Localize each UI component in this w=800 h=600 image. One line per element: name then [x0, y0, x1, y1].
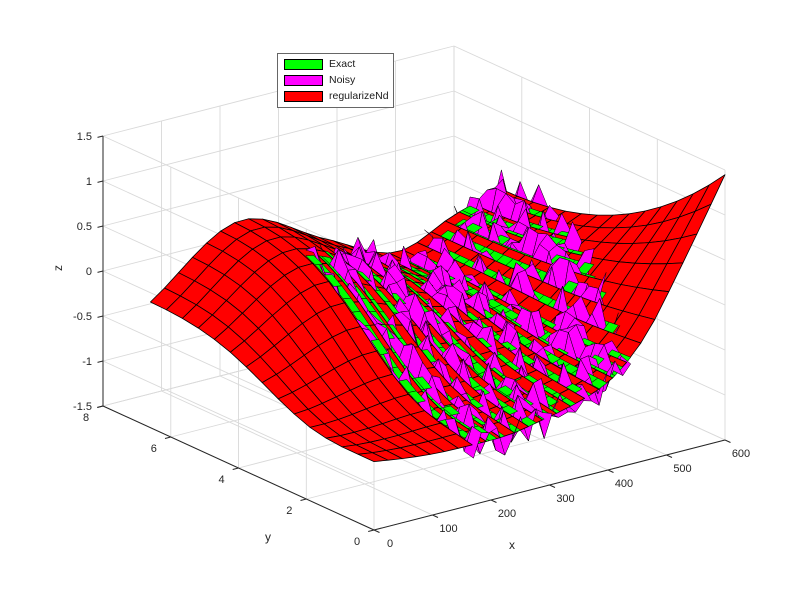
y-tick-label: 8	[83, 412, 89, 424]
y-tick-label: 0	[354, 536, 360, 548]
surface-meshes	[149, 169, 726, 463]
axis-name-labels: x y z	[51, 265, 515, 552]
x-tick-label: 600	[732, 448, 750, 460]
z-axis-label: z	[51, 265, 65, 271]
z-tick-label: 0	[86, 266, 92, 278]
y-tick-label: 2	[286, 505, 292, 517]
legend-label-regularizend: regularizeNd	[329, 89, 389, 102]
x-tick-label: 100	[439, 523, 457, 535]
legend-label-exact: Exact	[329, 58, 356, 71]
x-tick-label: 500	[673, 463, 691, 475]
x-axis-label: x	[509, 538, 515, 552]
z-tick-label: 1.5	[77, 131, 92, 143]
legend-label-noisy: Noisy	[329, 73, 356, 86]
z-tick-label: 1	[86, 176, 92, 188]
legend-item-noisy: Noisy	[284, 73, 387, 88]
legend-swatch-regularizend	[284, 90, 323, 102]
x-tick-label: 0	[387, 538, 393, 550]
x-tick-label: 400	[615, 478, 633, 490]
legend-swatch-noisy	[284, 74, 323, 86]
x-tick-label: 200	[498, 508, 516, 520]
tick-labels: 0 100 200 300 400 500 600 0 2 4 6 8-1.5 -1 -0.5 0 0.5 1 1…	[73, 131, 750, 550]
axis-lines-and-ticks	[97, 135, 731, 533]
z-tick-label: -1	[82, 356, 92, 368]
legend-item-regularizend: regularizeNd	[284, 89, 389, 104]
z-tick-label: -1.5	[73, 401, 92, 413]
y-axis-label: y	[265, 530, 271, 544]
y-tick-label: 6	[151, 443, 157, 455]
y-tick-label: 4	[218, 474, 224, 486]
legend-swatch-exact	[284, 59, 323, 71]
legend[interactable]: Exact Noisy regularizeNd	[277, 53, 394, 108]
x-tick-label: 300	[556, 493, 574, 505]
z-tick-label: 0.5	[77, 221, 92, 233]
z-tick-label: -0.5	[73, 311, 92, 323]
legend-item-exact: Exact	[284, 57, 387, 72]
